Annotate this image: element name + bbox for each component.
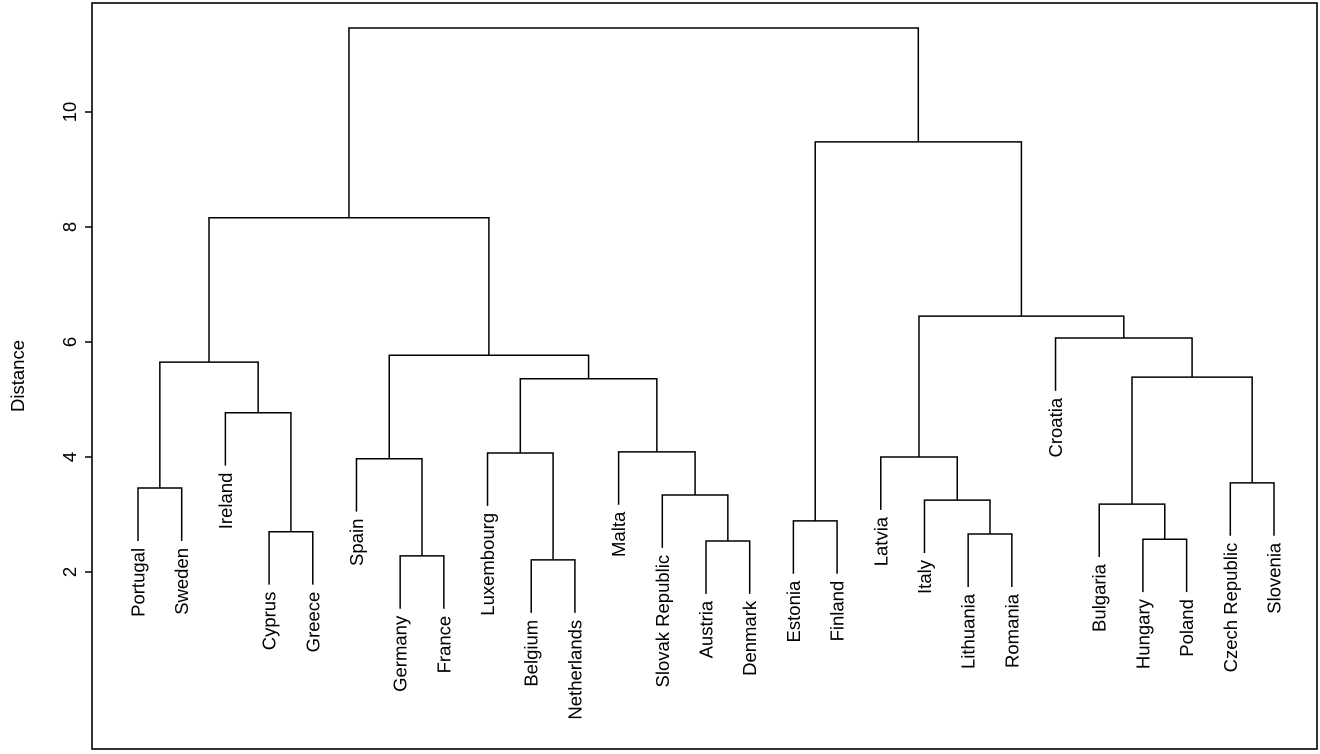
leaf-label: Luxembourg: [477, 513, 498, 616]
leaf-label: Poland: [1176, 599, 1197, 657]
leaf-label: Estonia: [783, 580, 804, 642]
cluster-link: [1229, 482, 1275, 536]
leaf-label: Slovak Republic: [652, 555, 673, 688]
cluster-link: [967, 533, 1013, 587]
cluster-link: [519, 378, 658, 453]
leaf-label: Greece: [302, 592, 323, 653]
y-tick-label: 6: [59, 337, 80, 347]
leaf-label: Germany: [390, 615, 411, 692]
leaf-label: Latvia: [870, 516, 891, 566]
leaf-label: Ireland: [215, 473, 236, 530]
leaf-label: Bulgaria: [1089, 563, 1110, 632]
leaf-label: Portugal: [128, 548, 149, 617]
cluster-link: [617, 451, 696, 505]
cluster-link: [661, 494, 729, 548]
leaf-label: Lithuania: [958, 593, 979, 669]
leaf-label: Cyprus: [259, 592, 280, 651]
leaf-label: Romania: [1001, 593, 1022, 668]
y-axis: 2 4 6 8 10: [59, 102, 92, 577]
y-tick-label: 4: [59, 452, 80, 462]
cluster-link: [880, 456, 958, 510]
cluster-link: [1098, 503, 1166, 558]
plot-border: [91, 2, 1318, 750]
y-tick-label: 10: [59, 102, 80, 123]
cluster-link: [705, 540, 751, 594]
leaf-label: Finland: [827, 581, 848, 642]
leaf-label: Croatia: [1045, 397, 1066, 457]
cluster-link: [348, 27, 920, 218]
leaf-label: France: [433, 616, 454, 674]
leaf-label: Austria: [696, 600, 717, 658]
leaf-label: Netherlands: [564, 620, 585, 720]
cluster-link: [1142, 538, 1188, 593]
cluster-link: [792, 520, 838, 574]
leaf-label: Denmark: [739, 600, 760, 676]
cluster-link: [159, 361, 259, 489]
leaf-label: Belgium: [521, 620, 542, 687]
leaf-label: Malta: [608, 511, 629, 557]
leaf-labels: Portugal Sweden Cyprus Greece Ireland Germany…: [128, 397, 1285, 719]
leaf-label: Italy: [914, 559, 935, 594]
cluster-link: [530, 559, 576, 613]
leaf-label: Hungary: [1132, 598, 1153, 669]
leaf-label: Czech Republic: [1220, 543, 1241, 673]
leaf-label: Slovenia: [1264, 542, 1285, 614]
leaf-label: Spain: [346, 519, 367, 566]
y-axis-label: Distance: [7, 340, 28, 412]
cluster-link: [1131, 376, 1253, 505]
cluster-link: [137, 487, 183, 541]
cluster-link: [388, 354, 590, 459]
leaf-label: Sweden: [171, 548, 192, 615]
y-tick-label: 2: [59, 567, 80, 577]
cluster-link: [268, 531, 314, 585]
cluster-link: [923, 499, 991, 554]
cluster-link: [208, 217, 490, 363]
cluster-links: [137, 27, 1275, 613]
cluster-link: [399, 555, 445, 609]
y-tick-label: 8: [59, 222, 80, 232]
cluster-link: [1054, 337, 1193, 391]
